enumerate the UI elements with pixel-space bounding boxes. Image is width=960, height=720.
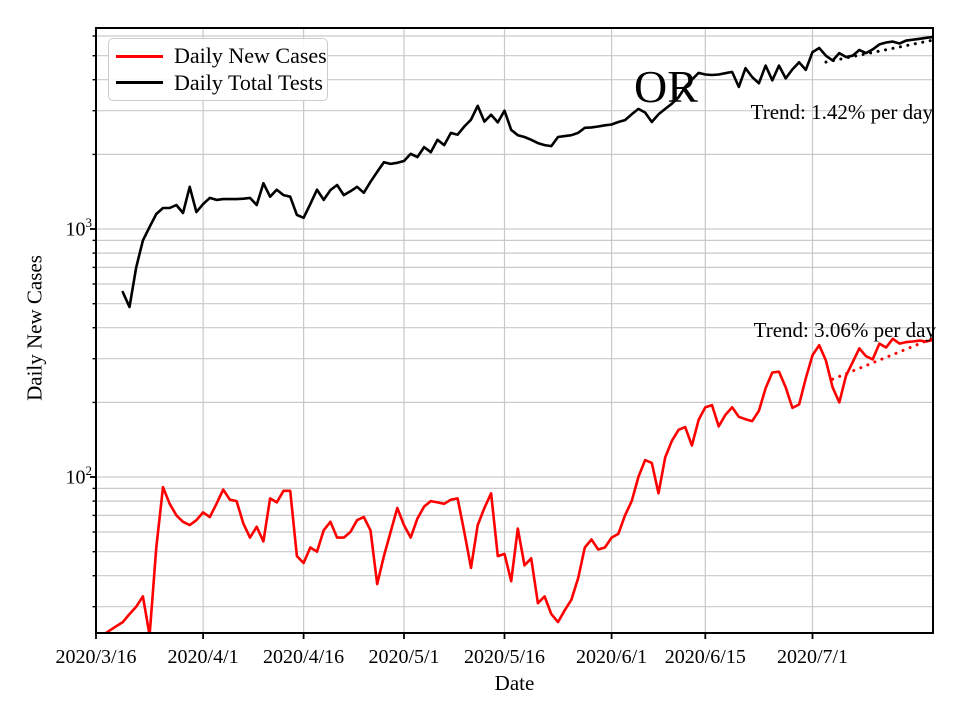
daily-total-tests-trend-line [824, 38, 934, 64]
legend-label-daily-total-tests: Daily Total Tests [174, 69, 323, 95]
legend-label-daily-new-cases: Daily New Cases [174, 43, 327, 69]
x-axis-title: Date [494, 671, 535, 695]
daily-total-tests-line [121, 35, 934, 309]
trend-label-new-cases: Trend: 3.06% per day [753, 318, 936, 342]
state-code-annotation: OR [634, 61, 698, 112]
x-tick-label: 2020/5/16 [463, 646, 546, 668]
y-tick-label: 103 [65, 215, 93, 241]
daily-new-cases-trend-line [831, 336, 934, 381]
legend-item-daily-total-tests: Daily Total Tests [116, 70, 323, 96]
plot-border [95, 27, 934, 634]
x-tick-label: 2020/4/16 [263, 646, 345, 668]
x-tick-label: 2020/4/1 [167, 646, 239, 668]
y-tick-label: 102 [65, 463, 93, 489]
x-tick-label: 2020/5/1 [368, 646, 440, 668]
x-tick-label: 2020/6/1 [576, 646, 648, 668]
x-tick-label: 2020/7/1 [776, 646, 849, 668]
x-tick-label: 2020/3/16 [55, 646, 137, 668]
legend-red-line-swatch [116, 54, 163, 58]
daily-new-cases-line [102, 337, 934, 634]
legend-item-daily-new-cases: Daily New Cases [116, 43, 327, 69]
legend: Daily New Cases Daily Total Tests [108, 38, 328, 101]
y-axis-title: Daily New Cases [22, 255, 47, 401]
x-tick-label: 2020/6/15 [664, 646, 746, 668]
legend-black-line-swatch [116, 81, 163, 85]
trend-label-total-tests: Trend: 1.42% per day [750, 100, 933, 124]
